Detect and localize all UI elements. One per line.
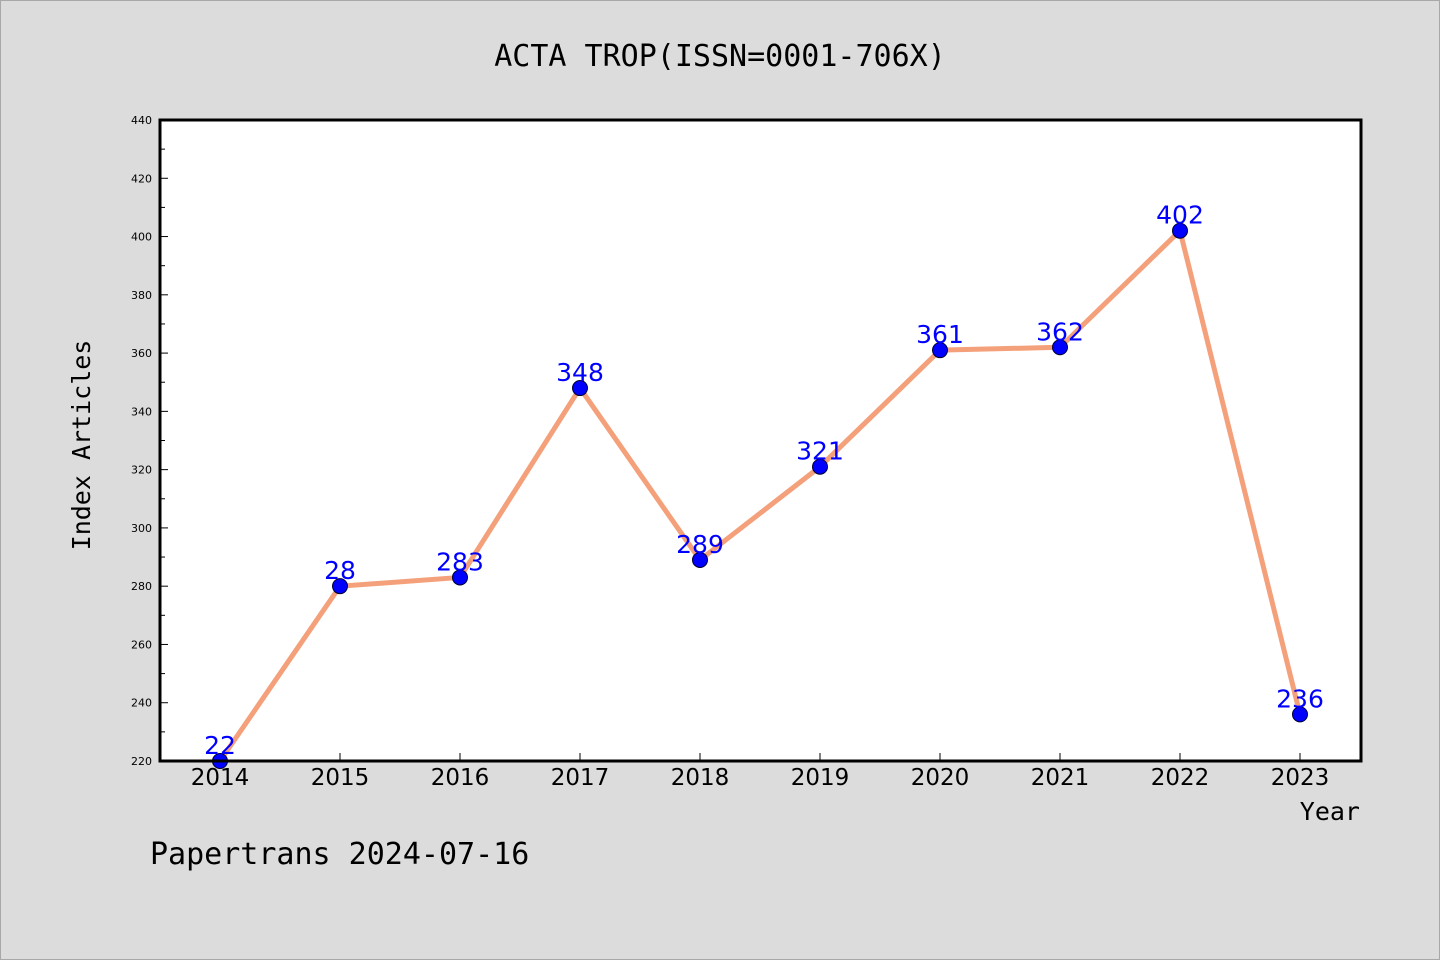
x-tick-label: 2022 [1151,765,1210,791]
data-point [1052,339,1068,356]
x-tick-label: 2015 [311,765,370,791]
data-point [332,578,348,595]
x-tick-label: 2018 [671,765,730,791]
x-tick-label: 2019 [791,765,850,791]
data-point [452,569,468,586]
x-axis-label: Year [1300,797,1360,826]
y-tick-label: 420 [131,172,152,185]
data-labels: 22 28 283 348 289 321 361 362 402 236 [204,201,1324,760]
data-point [572,380,588,397]
data-point [1292,706,1308,723]
x-tick-label: 2021 [1031,765,1090,791]
y-tick-label: 260 [131,638,152,651]
series-line [217,228,1303,764]
y-tick-label: 440 [131,114,152,127]
data-label: 236 [1276,684,1324,713]
y-tick-label: 280 [131,580,152,593]
y-tick-label: 340 [131,405,152,418]
plot-frame [158,118,1363,763]
x-tick-label: 2017 [551,765,610,791]
y-tick-label: 320 [131,464,152,477]
y-tick-label: 220 [131,755,152,768]
data-label: 362 [1036,317,1084,346]
data-point [692,551,708,568]
x-tick-label: 2020 [911,765,970,791]
y-tick-label: 300 [131,522,152,535]
data-point [812,458,828,475]
y-tick-label: 360 [131,347,152,360]
x-tick-label: 2016 [431,765,490,791]
data-label: 283 [436,547,484,576]
data-label: 348 [556,358,604,387]
data-label: 361 [916,320,964,349]
data-point [1172,222,1188,239]
y-tick-label: 380 [131,289,152,302]
y-tick-label: 240 [131,697,152,710]
chart-title: ACTA TROP(ISSN=0001-706X) [494,39,946,74]
y-axis-label: Index Articles [67,340,96,551]
plot-area [160,120,1361,761]
data-label: 402 [1156,201,1204,230]
data-markers [212,222,1308,769]
x-axis: 2014 2015 2016 2017 2018 2019 2020 2021 2022 2023 [191,753,1330,791]
y-tick-label: 400 [131,231,152,244]
data-label: 22 [204,731,236,760]
y-axis: 220 240 260 280 300 320 340 360 380 400 420 440 [131,114,168,768]
data-label: 28 [324,556,356,585]
x-tick-label: 2014 [191,765,250,791]
x-tick-label: 2023 [1271,765,1330,791]
data-point [932,342,948,359]
data-label: 321 [796,437,844,466]
footer-watermark: Papertrans 2024-07-16 [150,837,529,872]
data-label: 289 [676,530,724,559]
